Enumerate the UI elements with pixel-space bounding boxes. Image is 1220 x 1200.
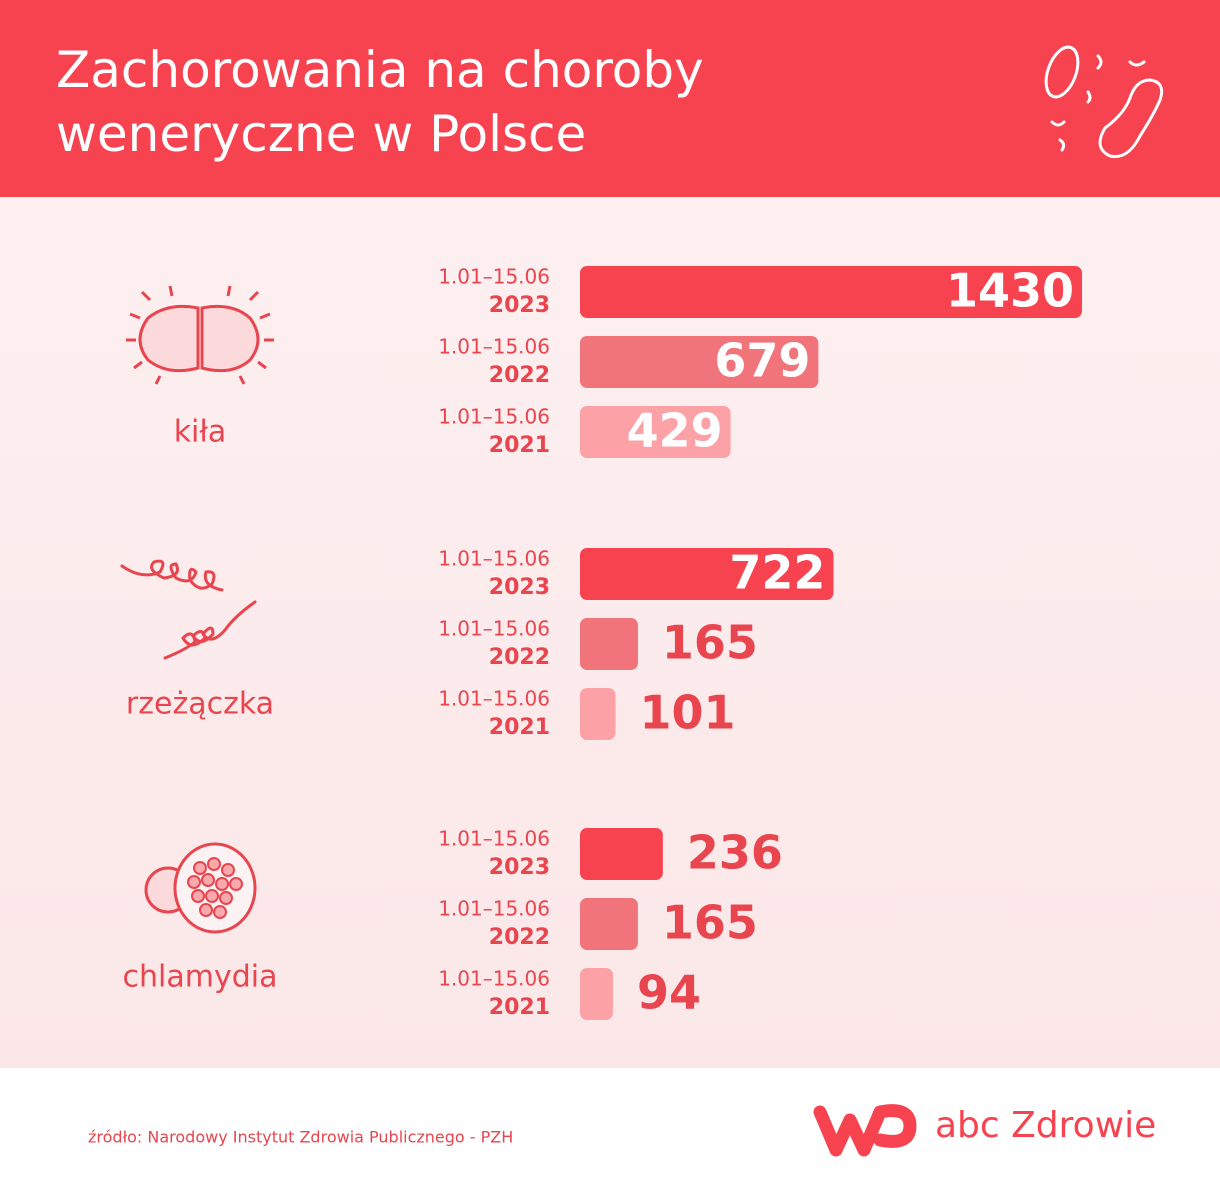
bar [580, 266, 1082, 318]
year-label: 2022 [489, 925, 550, 950]
period-label: 1.01–15.06 [438, 827, 550, 851]
chart-title: Zachorowania na choroby weneryczne w Pol… [56, 41, 704, 163]
logo-mark [813, 1104, 917, 1157]
year-label: 2021 [489, 995, 550, 1020]
value-label: 236 [687, 826, 783, 880]
period-label: 1.01–15.06 [438, 967, 550, 991]
value-label: 1430 [946, 264, 1074, 318]
value-label: 165 [662, 616, 758, 670]
period-label: 1.01–15.06 [438, 405, 550, 429]
bar [580, 618, 638, 670]
period-label: 1.01–15.06 [438, 265, 550, 289]
category-label: rzeżączka [126, 687, 274, 722]
bar [580, 898, 638, 950]
value-label: 679 [714, 334, 810, 388]
year-label: 2023 [489, 855, 550, 880]
value-label: 101 [639, 686, 735, 740]
header-band [0, 0, 1220, 197]
year-label: 2022 [489, 645, 550, 670]
year-label: 2021 [489, 433, 550, 458]
source: źródło: Narodowy Instytut Zdrowia Public… [88, 1128, 513, 1147]
bar [580, 968, 613, 1020]
category-label: kiła [174, 415, 227, 450]
kila-icon [126, 285, 274, 385]
value-label: 94 [637, 966, 701, 1020]
rzezaczka-icon [120, 559, 257, 660]
year-label: 2023 [489, 575, 550, 600]
period-label: 1.01–15.06 [438, 897, 550, 921]
value-label: 429 [627, 404, 723, 458]
value-label: 165 [662, 896, 758, 950]
bar [580, 548, 834, 600]
value-label: 722 [729, 546, 825, 600]
footer-band [0, 1068, 1220, 1200]
category-label: chlamydia [123, 960, 278, 995]
bar [580, 336, 819, 388]
bar [580, 828, 663, 880]
chlamydia-icon [144, 842, 257, 934]
germ-icon [1044, 45, 1164, 159]
brand: abc Zdrowie [935, 1105, 1156, 1146]
bar [580, 688, 616, 740]
period-label: 1.01–15.06 [438, 335, 550, 359]
year-label: 2021 [489, 715, 550, 740]
year-label: 2023 [489, 293, 550, 318]
year-label: 2022 [489, 363, 550, 388]
bar [580, 406, 731, 458]
period-label: 1.01–15.06 [438, 617, 550, 641]
period-label: 1.01–15.06 [438, 687, 550, 711]
period-label: 1.01–15.06 [438, 547, 550, 571]
